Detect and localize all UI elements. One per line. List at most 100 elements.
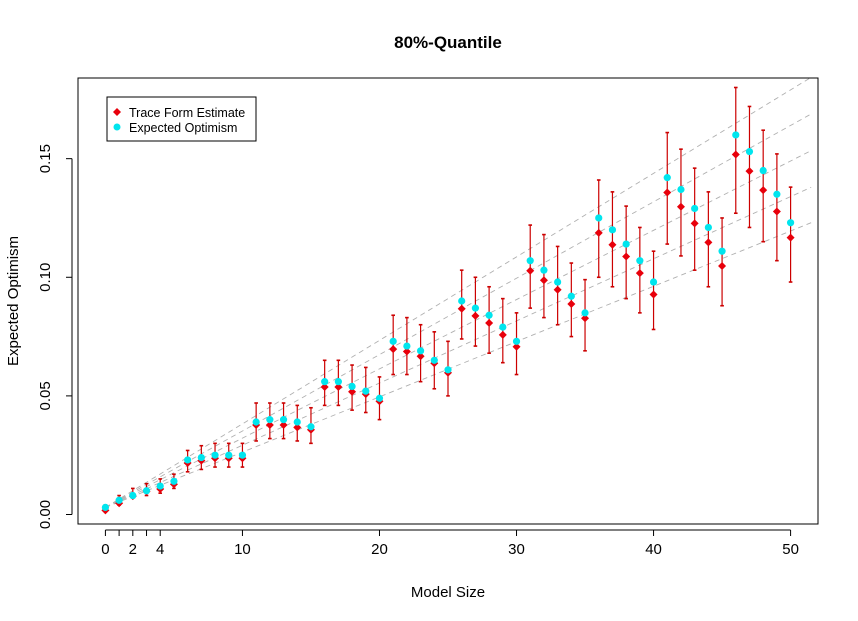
expected-point-47 <box>745 147 754 156</box>
expected-point-40 <box>649 278 658 286</box>
y-axis-label: Expected Optimism <box>5 236 22 366</box>
expected-point-44 <box>704 223 712 232</box>
trace-point-45 <box>718 262 727 271</box>
expected-point-6 <box>184 456 192 464</box>
expected-point-15 <box>307 423 315 431</box>
trace-point-16 <box>320 383 329 392</box>
expected-point-21 <box>389 337 397 345</box>
trace-point-33 <box>553 285 562 294</box>
reference-line-4 <box>105 76 812 508</box>
expected-point-22 <box>403 342 411 350</box>
trace-point-49 <box>772 207 781 216</box>
x-tick-label-2: 2 <box>129 541 137 558</box>
expected-point-49 <box>773 190 781 198</box>
trace-point-31 <box>526 266 535 275</box>
trace-point-28 <box>485 318 494 327</box>
expected-point-14 <box>293 418 301 426</box>
x-tick-label-0: 0 <box>101 541 109 558</box>
expected-point-5 <box>170 477 178 485</box>
expected-point-46 <box>732 131 740 139</box>
expected-point-4 <box>156 482 164 490</box>
expected-point-42 <box>677 185 685 194</box>
legend-expected-marker <box>113 123 121 131</box>
expected-point-50 <box>786 219 795 227</box>
trace-point-46 <box>731 150 740 159</box>
y-tick-label-0: 0.00 <box>37 500 54 529</box>
expected-point-28 <box>485 311 493 319</box>
x-tick-label-20: 20 <box>371 541 388 558</box>
expected-point-43 <box>691 204 699 213</box>
trace-point-26 <box>457 304 466 313</box>
expected-point-3 <box>142 487 151 495</box>
expected-point-10 <box>238 451 247 459</box>
expected-point-35 <box>581 309 589 317</box>
plot-frame <box>77 77 819 525</box>
trace-point-32 <box>539 276 548 285</box>
trace-point-23 <box>416 352 425 361</box>
x-tick-label-4: 4 <box>156 541 164 558</box>
expected-point-41 <box>663 174 671 182</box>
expected-point-30 <box>512 337 521 345</box>
trace-point-21 <box>389 345 398 354</box>
expected-point-29 <box>499 323 507 331</box>
trace-point-43 <box>690 219 699 228</box>
trace-point-38 <box>622 252 631 261</box>
legend-expected-label: Expected Optimism <box>129 121 237 135</box>
expected-point-7 <box>197 453 205 462</box>
trace-point-36 <box>594 228 603 237</box>
trace-point-13 <box>279 420 288 429</box>
x-tick-label-40: 40 <box>645 541 662 558</box>
trace-point-17 <box>334 383 343 392</box>
trace-point-34 <box>567 300 576 308</box>
reference-line-0 <box>105 222 812 508</box>
trace-point-12 <box>265 420 274 429</box>
trace-point-18 <box>348 387 357 396</box>
expected-point-33 <box>554 278 562 286</box>
trace-point-41 <box>663 188 672 197</box>
x-tick-label-10: 10 <box>234 541 251 558</box>
expected-point-11 <box>252 418 260 426</box>
expected-point-12 <box>266 416 274 424</box>
expected-point-24 <box>430 356 438 364</box>
x-tick-label-30: 30 <box>508 541 525 558</box>
trace-point-37 <box>608 240 617 249</box>
reference-line-2 <box>105 150 812 508</box>
trace-form-points <box>101 150 795 515</box>
y-tick-label-3: 0.15 <box>37 144 54 173</box>
expected-point-9 <box>225 451 233 459</box>
trace-point-22 <box>402 347 411 356</box>
error-bars <box>103 86 793 511</box>
x-axis: 0 2 4 10 20 30 40 50 <box>101 529 799 558</box>
expected-point-23 <box>416 347 425 355</box>
expected-point-13 <box>279 416 288 424</box>
chart-title: 80%-Quantile <box>394 33 502 52</box>
trace-point-40 <box>649 290 658 299</box>
trace-point-42 <box>676 202 685 211</box>
legend: Trace Form Estimate Expected Optimism <box>106 96 257 142</box>
expected-point-17 <box>334 378 342 386</box>
expected-optimism-points <box>101 131 795 511</box>
trace-point-39 <box>635 269 644 278</box>
trace-point-27 <box>471 311 480 320</box>
trace-point-14 <box>293 423 302 432</box>
trace-point-50 <box>786 233 795 242</box>
y-tick-label-2: 0.10 <box>37 263 54 292</box>
expected-point-45 <box>718 247 726 255</box>
reference-lines <box>105 76 812 508</box>
expected-point-18 <box>348 382 356 391</box>
expected-point-1 <box>115 496 123 504</box>
expected-point-32 <box>540 266 548 274</box>
expected-point-38 <box>622 240 630 248</box>
expected-point-16 <box>321 378 329 386</box>
y-tick-label-1: 0.05 <box>37 381 54 410</box>
trace-point-29 <box>498 330 507 339</box>
legend-trace-label: Trace Form Estimate <box>129 106 245 120</box>
y-axis: 0.00 0.05 0.10 0.15 <box>37 144 73 529</box>
expected-point-36 <box>595 214 603 222</box>
trace-point-30 <box>512 342 521 351</box>
expected-point-26 <box>458 297 466 305</box>
trace-point-48 <box>759 186 768 195</box>
expected-point-39 <box>636 257 644 265</box>
x-tick-label-50: 50 <box>782 541 799 558</box>
